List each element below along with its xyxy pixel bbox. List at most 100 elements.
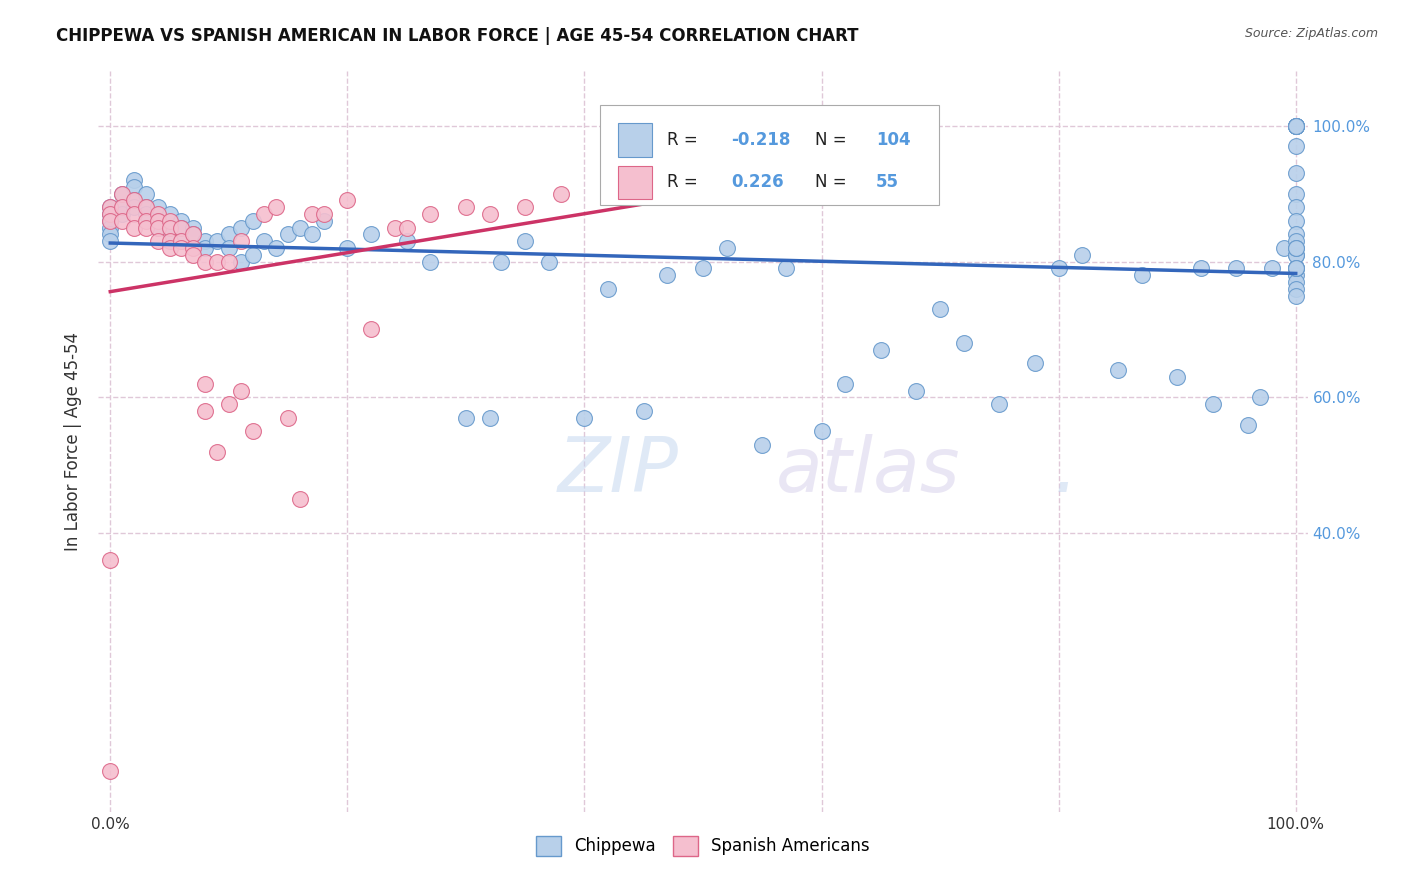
Point [98, 207, 121, 221]
FancyBboxPatch shape [619, 123, 652, 156]
Point [111, 186, 134, 201]
Point [515, 200, 537, 214]
Point [1285, 268, 1308, 282]
Point [98, 200, 121, 214]
Point [98, 764, 121, 778]
Legend: Chippewa, Spanish Americans: Chippewa, Spanish Americans [530, 829, 876, 863]
Point [1285, 119, 1308, 133]
Point [98, 220, 121, 235]
Point [242, 425, 264, 439]
Point [633, 404, 655, 418]
Point [775, 261, 797, 276]
Point [929, 302, 952, 317]
Point [288, 492, 311, 507]
Point [1285, 241, 1308, 255]
Point [98, 214, 121, 228]
Point [1024, 356, 1046, 370]
Point [1202, 397, 1225, 411]
Point [1285, 248, 1308, 262]
Point [98, 200, 121, 214]
Text: Source: ZipAtlas.com: Source: ZipAtlas.com [1244, 27, 1378, 40]
Point [419, 207, 441, 221]
Point [312, 207, 335, 221]
Point [205, 234, 228, 248]
Point [1130, 268, 1153, 282]
Point [135, 214, 157, 228]
Point [336, 194, 359, 208]
Point [301, 207, 323, 221]
Point [1189, 261, 1212, 276]
Text: ZIP: ZIP [558, 434, 679, 508]
Point [242, 214, 264, 228]
Text: atlas: atlas [776, 434, 960, 508]
Point [122, 194, 145, 208]
Point [170, 234, 193, 248]
Point [1285, 261, 1308, 276]
Point [491, 254, 513, 268]
Point [98, 214, 121, 228]
Point [98, 207, 121, 221]
Point [1272, 241, 1295, 255]
Point [146, 234, 169, 248]
Point [159, 227, 181, 242]
Point [229, 234, 252, 248]
Point [264, 241, 287, 255]
Text: R =: R = [666, 131, 703, 149]
Point [194, 376, 217, 391]
Point [1285, 234, 1308, 248]
Point [454, 410, 477, 425]
Point [135, 207, 157, 221]
Point [644, 173, 666, 187]
Text: 0.226: 0.226 [731, 173, 783, 192]
FancyBboxPatch shape [619, 166, 652, 199]
Point [194, 234, 217, 248]
Point [122, 220, 145, 235]
Point [1285, 139, 1308, 153]
Point [146, 220, 169, 235]
Point [122, 179, 145, 194]
Point [122, 200, 145, 214]
Point [111, 200, 134, 214]
Point [229, 254, 252, 268]
Point [111, 214, 134, 228]
Point [1225, 261, 1247, 276]
Point [135, 220, 157, 235]
Point [98, 553, 121, 567]
Point [952, 336, 974, 351]
Point [1285, 282, 1308, 296]
Point [229, 384, 252, 398]
Point [1285, 248, 1308, 262]
Point [218, 254, 240, 268]
Point [1285, 261, 1308, 276]
Point [181, 241, 204, 255]
Point [194, 241, 217, 255]
Point [1285, 261, 1308, 276]
Point [146, 220, 169, 235]
Point [1285, 119, 1308, 133]
Point [751, 438, 773, 452]
Point [159, 234, 181, 248]
Point [111, 200, 134, 214]
Point [181, 220, 204, 235]
Point [181, 227, 204, 242]
Point [598, 282, 620, 296]
Point [1285, 288, 1308, 302]
Point [277, 227, 299, 242]
Point [478, 207, 501, 221]
Point [716, 241, 738, 255]
Point [242, 248, 264, 262]
Point [301, 227, 323, 242]
Point [1237, 417, 1260, 432]
Point [834, 376, 856, 391]
Point [111, 186, 134, 201]
Point [170, 241, 193, 255]
Point [869, 343, 891, 357]
Y-axis label: In Labor Force | Age 45-54: In Labor Force | Age 45-54 [65, 332, 83, 551]
Point [360, 227, 382, 242]
Point [146, 214, 169, 228]
Point [1285, 119, 1308, 133]
Point [205, 444, 228, 458]
Point [1285, 261, 1308, 276]
Point [181, 248, 204, 262]
Point [1285, 200, 1308, 214]
